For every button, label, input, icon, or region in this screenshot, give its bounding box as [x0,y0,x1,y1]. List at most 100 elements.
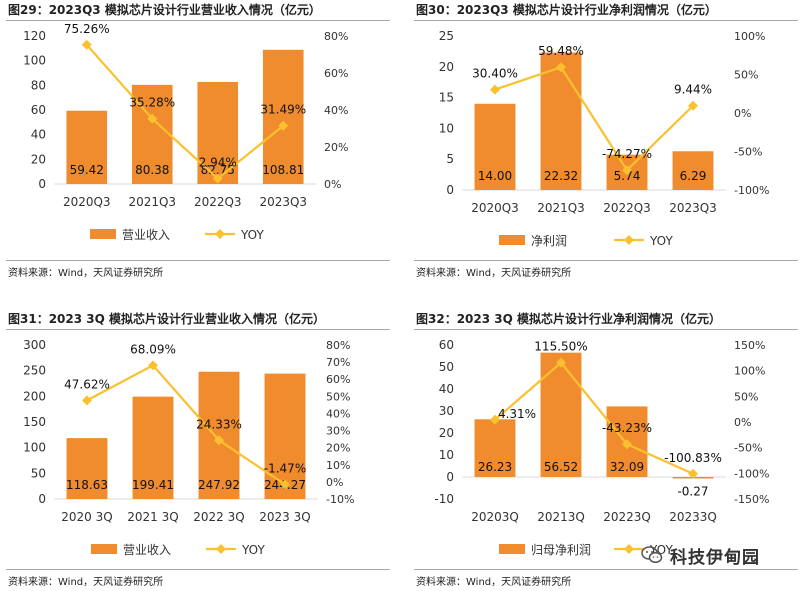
y2-tick-label: 50% [326,390,350,403]
x-tick-label: 2020Q3 [471,201,519,215]
x-tick-label: 2022 3Q [193,510,244,524]
legend-marker-line [624,544,634,554]
y2-tick-label: 0% [734,416,751,429]
x-tick-label: 2020Q3 [63,195,111,209]
legend-marker-line [624,235,634,245]
x-tick-label: 2023 3Q [259,510,310,524]
bar-value-label: 80.38 [135,163,169,177]
bar-value-label: 199.41 [132,478,174,492]
y-tick-label: 20 [31,152,46,166]
bar-value-label: 56.52 [544,460,578,474]
chart-panel-fig31: 图31：2023 3Q 模拟芯片设计行业营业收入情况（亿元） 0 50 100 150… [6,309,390,591]
yoy-marker [148,360,158,371]
x-tick-label: 20233Q [669,510,717,524]
y-tick-label: 40 [31,128,46,142]
bar-value-label: 26.23 [478,460,512,474]
yoy-value-label: 24.33% [196,417,242,431]
source-divider [6,260,390,261]
x-tick-label: 2022Q3 [194,195,242,209]
y2-tick-label: 20% [326,442,350,455]
x-tick-label: 2022Q3 [603,201,651,215]
legend-label-line: YOY [241,543,265,557]
yoy-marker [82,395,92,406]
x-tick-label: 20213Q [537,510,585,524]
bar [672,151,714,190]
yoy-value-label: 115.50% [534,340,587,354]
yoy-value-label: 31.49% [260,103,306,117]
yoy-marker [214,435,224,446]
legend-label-line: YOY [240,228,264,242]
y-tick-label: 25 [439,29,454,43]
source-divider [6,569,390,570]
title-divider [414,329,798,330]
yoy-line [494,65,694,172]
y2-tick-label: -150% [734,493,769,506]
y-tick-label: 15 [439,91,454,105]
title-divider [6,20,390,21]
yoy-value-label: 68.09% [130,342,176,356]
y-tick-label: 0 [38,492,46,506]
y-tick-label: 100 [23,441,46,455]
chart-fig30: 0 5 10 15 20 25 -100% -50% 0% 50% 100% 14.00 22.32 5.… [439,29,770,248]
legend-label-bar: 营业收入 [123,543,171,557]
bar [66,110,108,184]
y2-tick-label: 40% [324,104,348,117]
y2-tick-label: 60% [326,373,350,386]
chart-fig32: -10 0 10 20 30 40 50 60 -150% -100% -50% 0% 50% 100% 1… [434,338,769,557]
y-tick-label: -10 [434,492,454,506]
y2-tick-label: 20% [324,141,348,154]
yoy-marker [212,173,223,184]
y-tick-label: 40 [439,382,454,396]
y-tick-label: 120 [23,29,46,43]
y-tick-label: 0 [446,183,454,197]
x-tick-label: 2021 3Q [127,510,178,524]
y-tick-label: 50 [31,466,46,480]
source-divider [414,569,798,570]
chart-title: 图31：2023 3Q 模拟芯片设计行业营业收入情况（亿元） [8,312,326,326]
bar [264,373,306,499]
x-tick-label: 2020 3Q [61,510,112,524]
legend-marker-line [215,229,225,239]
wechat-icon [641,546,663,564]
source-note: 资料来源：Wind，天风证券研究所 [416,268,572,279]
y2-tick-label: -10% [326,493,354,506]
bar-value-label: 118.63 [66,478,108,492]
bar-value-label: 82.75 [201,163,235,177]
y2-tick-label: 80% [326,339,350,352]
y2-tick-label: 150% [734,339,765,352]
yoy-value-label: 35.28% [129,96,175,110]
y-tick-label: 60 [31,103,46,117]
y-tick-label: 100 [23,54,46,68]
y-tick-label: 60 [439,338,454,352]
bar-value-label: 22.32 [544,169,578,183]
yoy-line [86,364,286,486]
yoy-line [85,44,284,181]
bar-value-label: 14.00 [478,169,512,183]
yoy-marker [556,62,566,73]
bar-value-label: 247.92 [198,478,240,492]
yoy-value-label: 30.40% [472,67,518,81]
legend-swatch-bar [91,544,117,554]
bar-value-label: 108.81 [262,163,304,177]
bar [131,84,173,184]
legend-label-line: YOY [649,234,673,248]
yoy-value-label: -1.47% [264,461,306,475]
bar-value-label: 6.29 [680,169,707,183]
yoy-marker [622,439,632,450]
source-note: 资料来源：Wind，天风证券研究所 [416,577,572,588]
y-tick-label: 250 [23,364,46,378]
y2-tick-label: 30% [326,425,350,438]
yoy-value-label: 2.94% [199,156,237,170]
y2-tick-label: 10% [326,459,350,472]
bar [474,419,516,477]
y-tick-label: 200 [23,389,46,403]
chart-panel-fig29: 图29：2023Q3 模拟芯片设计行业营业收入情况（亿元） 0 20 40 60 80 1… [6,0,390,285]
y2-tick-label: 70% [326,356,350,369]
bar [474,103,516,190]
y-tick-label: 10 [439,121,454,135]
yoy-marker [556,357,566,368]
x-tick-label: 2021Q3 [537,201,585,215]
bar [132,396,174,499]
y2-tick-label: -100% [734,184,769,197]
bar [540,352,582,477]
